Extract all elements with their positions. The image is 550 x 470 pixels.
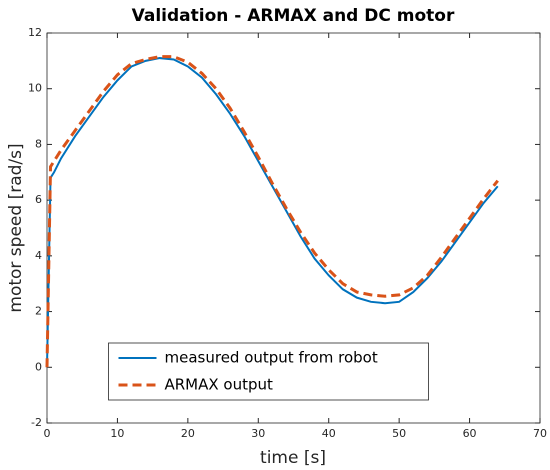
x-tick-label: 70 (533, 427, 547, 440)
y-tick-label: 0 (35, 360, 42, 373)
x-tick-label: 20 (181, 427, 195, 440)
x-tick-label: 50 (392, 427, 406, 440)
x-tick-label: 60 (463, 427, 477, 440)
chart-title: Validation - ARMAX and DC motor (132, 6, 455, 26)
y-tick-label: 12 (28, 26, 42, 39)
y-tick-label: 2 (35, 305, 42, 318)
plot-frame (46, 32, 541, 424)
legend-label: ARMAX output (165, 376, 274, 394)
y-tick-label: 4 (35, 249, 42, 262)
legend-label: measured output from robot (165, 349, 378, 367)
y-tick-label: -2 (31, 416, 42, 429)
x-tick-label: 0 (44, 427, 51, 440)
data-line (45, 55, 499, 368)
y-tick-label: 6 (35, 193, 42, 206)
x-tick-label: 30 (251, 427, 265, 440)
legend-box (108, 342, 429, 401)
y-axis-label: motor speed [rad/s] (6, 143, 26, 312)
x-tick-label: 40 (322, 427, 336, 440)
x-axis-label: time [s] (260, 448, 326, 468)
data-line (46, 57, 499, 368)
y-tick-label: 10 (28, 82, 42, 95)
x-tick-label: 10 (110, 427, 124, 440)
y-tick-label: 8 (35, 137, 42, 150)
